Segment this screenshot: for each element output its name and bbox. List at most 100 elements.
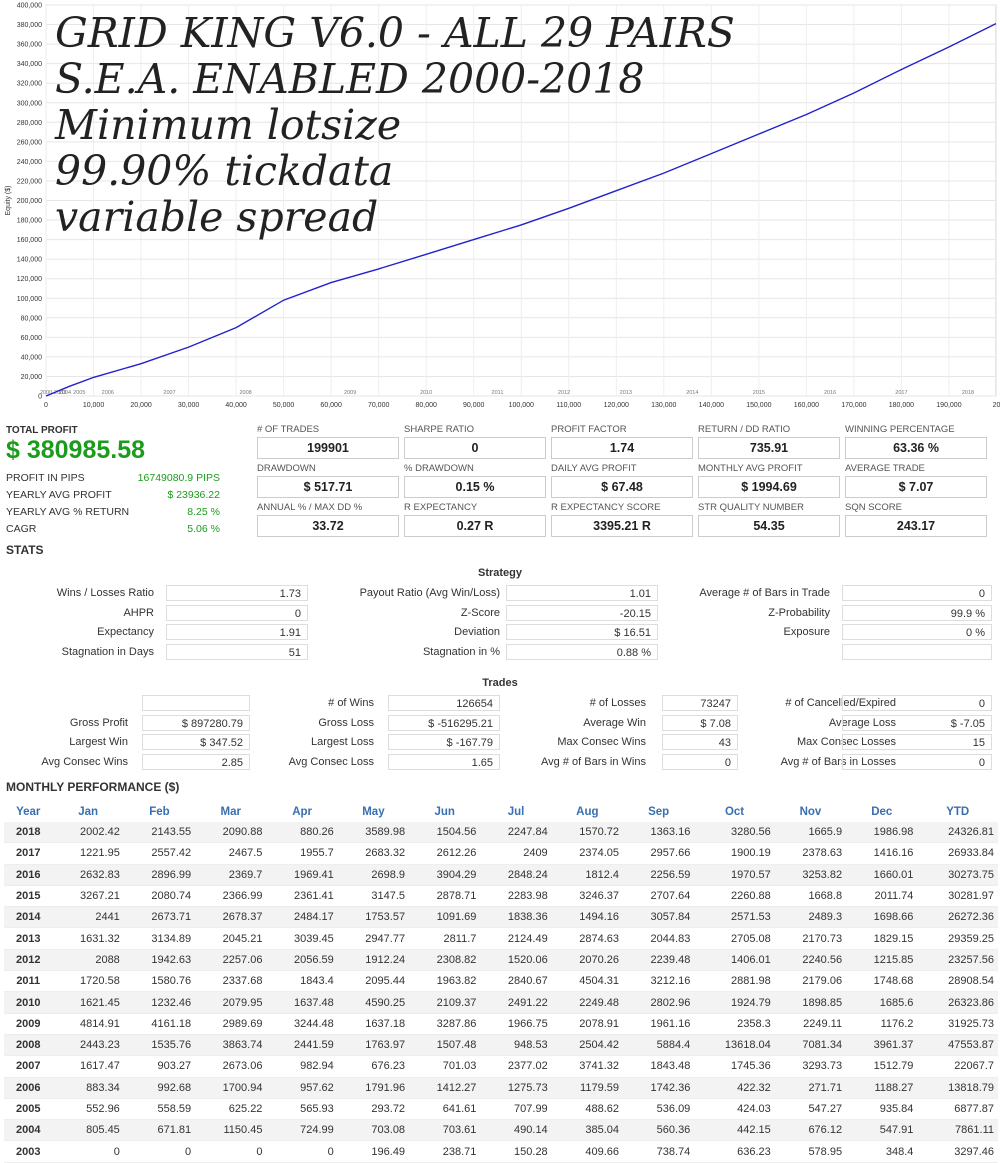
value-cell: 13618.04 <box>694 1034 775 1057</box>
column-header: Aug <box>576 806 599 818</box>
stat-value: $ -516295.21 <box>388 714 500 731</box>
year-cell: 2009 <box>4 1013 53 1035</box>
value-cell: 982.94 <box>266 1055 338 1078</box>
stat-label: # of Losses <box>589 697 646 709</box>
kv-value: 8.25 % <box>187 506 220 518</box>
x-tick-label: 180,000 <box>889 402 914 409</box>
value-cell: 948.53 <box>480 1034 552 1057</box>
year-cell: 2008 <box>4 1034 53 1057</box>
value-cell: 3863.74 <box>195 1034 267 1057</box>
table-row: 2010 1621.45 1232.46 2079.95 1637.48 4590.25 2… <box>4 991 998 1014</box>
metric-box: AVERAGE TRADE $ 7.07 <box>845 463 987 498</box>
value-cell: 238.71 <box>409 1140 481 1163</box>
value-cell: 2366.99 <box>195 885 267 908</box>
equity-line <box>45 22 997 397</box>
year-cell: 2014 <box>4 906 53 929</box>
equity-chart: 0 20,000 40,000 60,000 80,000 100,000 120,000 1… <box>5 3 1000 410</box>
stat-label: Avg Consec Wins <box>41 755 128 768</box>
value-cell: 2249.11 <box>774 1013 847 1035</box>
stat-value: 126654 <box>388 695 500 711</box>
stat-value: 1.91 <box>166 624 308 640</box>
value-cell: 1188.27 <box>846 1077 918 1099</box>
metric-box: SHARPE RATIO 0 <box>404 424 546 459</box>
kv-value: $ 23936.22 <box>167 489 220 501</box>
value-cell: 1176.2 <box>846 1013 918 1035</box>
value-cell: 625.22 <box>195 1098 267 1121</box>
value-cell: 47553.87 <box>917 1034 998 1057</box>
stat-value: $ 347.52 <box>142 734 250 750</box>
value-cell: 409.66 <box>551 1140 623 1163</box>
year-cell: 2011 <box>4 970 53 993</box>
metric-label: STR QUALITY NUMBER <box>698 502 804 513</box>
value-cell: 1900.19 <box>694 842 775 865</box>
table-row: 2005 552.96 558.59 625.22 565.93 293.72 641.61… <box>4 1098 998 1121</box>
value-cell: 1838.36 <box>480 906 552 929</box>
value-cell: 348.4 <box>846 1140 918 1163</box>
year-cell: 2006 <box>4 1077 53 1099</box>
value-cell: 2441 <box>52 906 124 929</box>
stat-value: 0.88 % <box>506 643 658 660</box>
value-cell: 22067.7 <box>917 1055 998 1078</box>
value-cell: 558.59 <box>123 1098 196 1121</box>
total-profit-value: $ 380985.58 <box>6 436 146 464</box>
x-tick-label: 30,000 <box>178 402 200 409</box>
table-row: 2018 2002.42 2143.55 2090.88 880.26 3589.98 15… <box>4 822 998 844</box>
value-cell: 2957.66 <box>623 842 695 865</box>
monthly-performance-table: Year Jan Feb Mar Apr May Jun Jul Aug Sep Oct Nov Dec… <box>4 802 998 1163</box>
value-cell: 880.26 <box>266 822 338 844</box>
stat-value: $ 7.08 <box>662 714 738 731</box>
value-cell: 1150.45 <box>195 1119 267 1142</box>
metric-box: WINNING PERCENTAGE 63.36 % <box>845 424 987 459</box>
value-cell: 2283.98 <box>480 885 552 908</box>
year-cell: 2012 <box>4 949 53 972</box>
value-cell: 1763.97 <box>337 1034 410 1057</box>
y-tick-label: 100,000 <box>17 296 42 303</box>
metric-label: R EXPECTANCY <box>404 502 478 513</box>
stat-label: Max Consec Losses <box>796 736 896 748</box>
value-cell: 1753.57 <box>337 906 410 929</box>
stat-label: Z-Score <box>460 606 500 619</box>
yearly-avg-profit-row: YEARLY AVG PROFIT $ 23936.22 <box>6 489 220 501</box>
value-cell: 1963.82 <box>409 970 481 993</box>
stat-label: Stagnation in % <box>422 645 500 658</box>
table-row: 2009 4814.91 4161.18 2989.69 3244.48 1637.18 3… <box>4 1013 998 1035</box>
table-row: 2003 0 0 0 0 196.49 238.71 150.28 409.66 738.74 63… <box>4 1140 998 1163</box>
value-cell: 6877.87 <box>917 1098 998 1121</box>
value-cell: 2378.63 <box>774 842 847 865</box>
value-cell: 4161.18 <box>123 1013 196 1035</box>
stats-title: STATS <box>6 543 44 557</box>
value-cell: 2079.95 <box>195 991 267 1014</box>
stat-value: 0 <box>166 604 308 621</box>
value-cell: 724.99 <box>266 1119 338 1142</box>
value-cell: 28908.54 <box>917 970 998 993</box>
metric-label: DRAWDOWN <box>257 463 316 474</box>
value-cell: 2308.82 <box>409 949 481 972</box>
value-cell: 1961.16 <box>623 1013 695 1035</box>
value-cell: 0 <box>195 1140 267 1163</box>
value-cell: 1637.48 <box>266 991 338 1014</box>
year-cell: 2018 <box>4 822 53 844</box>
value-cell: 547.91 <box>846 1119 918 1142</box>
column-header: Feb <box>149 806 170 818</box>
value-cell: 2802.96 <box>623 991 695 1014</box>
value-cell: 26933.84 <box>917 842 998 865</box>
metric-value: 735.91 <box>698 437 840 459</box>
value-cell: 3961.37 <box>846 1034 918 1057</box>
value-cell: 23257.56 <box>917 949 998 972</box>
year-label: 2016 <box>824 390 836 396</box>
stat-label: Average Win <box>583 716 646 729</box>
year-cell: 2013 <box>4 927 53 950</box>
value-cell: 1512.79 <box>846 1055 918 1078</box>
value-cell: 2002.42 <box>52 822 124 844</box>
value-cell: 2369.7 <box>195 864 267 886</box>
value-cell: 2896.99 <box>123 864 196 886</box>
value-cell: 1924.79 <box>694 991 775 1014</box>
value-cell: 2705.08 <box>694 927 775 950</box>
stat-label: # of Cancelled/Expired <box>785 697 896 709</box>
stat-label: Deviation <box>454 626 500 638</box>
value-cell: 2377.02 <box>480 1055 552 1078</box>
year-label: 2012 <box>558 390 570 396</box>
stat-label: Wins / Losses Ratio <box>56 587 154 599</box>
value-cell: 2811.7 <box>409 927 481 950</box>
stat-value: 1.65 <box>388 753 500 770</box>
